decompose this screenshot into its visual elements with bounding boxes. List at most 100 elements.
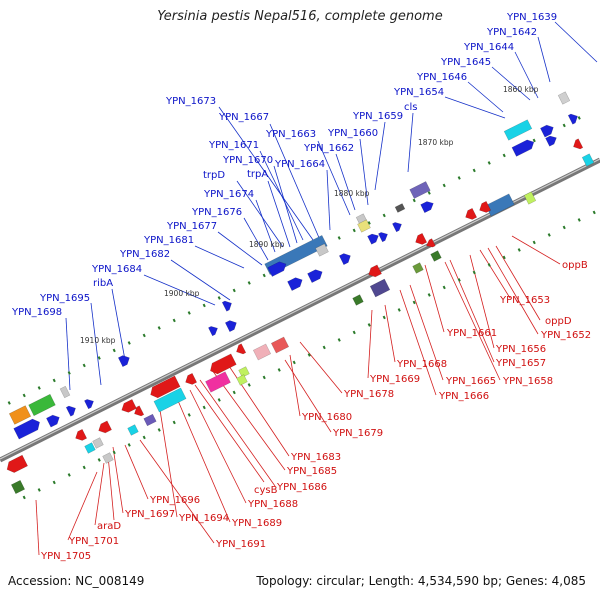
- gene-label[interactable]: YPN_1659: [352, 111, 403, 122]
- gene-label[interactable]: YPN_1696: [149, 495, 200, 506]
- gene-feature[interactable]: [409, 181, 431, 199]
- gene-feature[interactable]: [430, 250, 442, 262]
- gene-feature[interactable]: [102, 452, 114, 464]
- gene-label[interactable]: YPN_1673: [165, 96, 216, 107]
- gene-feature[interactable]: [545, 134, 559, 147]
- gene-feature[interactable]: [117, 353, 131, 368]
- gene-feature[interactable]: [378, 230, 389, 243]
- gene-feature[interactable]: [412, 262, 424, 274]
- gene-feature[interactable]: [352, 294, 364, 306]
- gene-label[interactable]: YPN_1686: [276, 482, 327, 493]
- gene-label[interactable]: YPN_1676: [191, 207, 242, 218]
- gene-label[interactable]: YPN_1642: [486, 27, 537, 38]
- gene-feature[interactable]: [571, 138, 584, 152]
- gene-feature[interactable]: [127, 424, 139, 436]
- gene-label[interactable]: ribA: [93, 278, 113, 289]
- gene-feature[interactable]: [236, 374, 248, 386]
- gene-label[interactable]: YPN_1678: [343, 389, 394, 400]
- gene-feature[interactable]: [8, 405, 32, 425]
- gene-feature[interactable]: [120, 399, 137, 414]
- gene-label[interactable]: YPN_1665: [445, 376, 496, 387]
- gene-label[interactable]: YPN_1674: [203, 189, 254, 200]
- gene-label[interactable]: YPN_1679: [332, 428, 383, 439]
- gene-label[interactable]: YPN_1654: [393, 87, 444, 98]
- gene-feature[interactable]: [96, 420, 112, 435]
- gene-label[interactable]: YPN_1661: [446, 328, 497, 339]
- gene-label[interactable]: YPN_1657: [495, 358, 546, 369]
- gene-feature[interactable]: [540, 123, 555, 138]
- gene-label[interactable]: YPN_1705: [40, 551, 91, 562]
- gene-label[interactable]: YPN_1667: [218, 112, 269, 123]
- gene-label[interactable]: YPN_1688: [247, 499, 298, 510]
- gene-feature[interactable]: [84, 397, 95, 410]
- gene-label[interactable]: YPN_1680: [301, 412, 352, 423]
- gene-label[interactable]: oppB: [562, 260, 588, 271]
- gene-feature[interactable]: [392, 220, 403, 233]
- gene-feature[interactable]: [367, 232, 381, 245]
- gene-feature[interactable]: [238, 366, 250, 378]
- gene-label[interactable]: YPN_1671: [208, 140, 259, 151]
- gene-label[interactable]: YPN_1691: [215, 539, 266, 550]
- gene-feature[interactable]: [369, 278, 391, 298]
- gene-feature[interactable]: [557, 91, 571, 105]
- gene-label[interactable]: YPN_1677: [166, 221, 217, 232]
- gene-feature[interactable]: [463, 207, 478, 221]
- gene-feature[interactable]: [208, 353, 237, 376]
- gene-feature[interactable]: [10, 479, 26, 495]
- gene-label[interactable]: YPN_1670: [222, 155, 273, 166]
- gene-feature[interactable]: [357, 219, 371, 233]
- gene-label[interactable]: oppD: [545, 316, 572, 327]
- gene-feature[interactable]: [59, 385, 71, 399]
- gene-label[interactable]: YPN_1684: [91, 264, 142, 275]
- gene-feature[interactable]: [224, 318, 238, 333]
- gene-label[interactable]: trpD: [203, 170, 225, 181]
- gene-label[interactable]: YPN_1652: [540, 330, 591, 341]
- gene-label[interactable]: YPN_1668: [396, 359, 447, 370]
- gene-label[interactable]: YPN_1646: [416, 72, 467, 83]
- gene-label[interactable]: YPN_1681: [143, 235, 194, 246]
- gene-feature[interactable]: [307, 267, 325, 283]
- gene-label[interactable]: YPN_1697: [124, 509, 175, 520]
- gene-feature[interactable]: [394, 203, 406, 213]
- gene-label[interactable]: YPN_1685: [286, 466, 337, 477]
- gene-feature[interactable]: [28, 393, 56, 417]
- gene-feature[interactable]: [84, 442, 96, 454]
- gene-feature[interactable]: [413, 232, 428, 246]
- gene-label[interactable]: YPN_1689: [231, 518, 282, 529]
- gene-feature[interactable]: [511, 138, 536, 157]
- gene-label[interactable]: YPN_1663: [265, 129, 316, 140]
- gene-feature[interactable]: [183, 372, 198, 386]
- gene-label[interactable]: YPN_1644: [463, 42, 514, 53]
- gene-feature[interactable]: [477, 200, 492, 214]
- gene-feature[interactable]: [46, 413, 61, 428]
- gene-label[interactable]: cls: [404, 102, 418, 113]
- gene-feature[interactable]: [425, 238, 436, 250]
- gene-feature[interactable]: [132, 405, 145, 419]
- gene-feature[interactable]: [65, 404, 78, 417]
- gene-feature[interactable]: [485, 193, 515, 217]
- gene-feature[interactable]: [503, 119, 533, 141]
- gene-label[interactable]: YPN_1658: [502, 376, 553, 387]
- gene-label[interactable]: YPN_1662: [303, 143, 354, 154]
- gene-label[interactable]: YPN_1653: [499, 295, 550, 306]
- gene-label[interactable]: YPN_1669: [369, 374, 420, 385]
- gene-feature[interactable]: [338, 251, 352, 266]
- gene-features[interactable]: [4, 91, 595, 495]
- gene-feature[interactable]: [567, 112, 580, 125]
- gene-label[interactable]: YPN_1664: [274, 159, 325, 170]
- gene-feature[interactable]: [287, 275, 305, 291]
- gene-label[interactable]: YPN_1694: [178, 513, 229, 524]
- gene-feature[interactable]: [523, 191, 537, 205]
- gene-label[interactable]: YPN_1698: [11, 307, 62, 318]
- gene-feature[interactable]: [148, 375, 181, 400]
- gene-feature[interactable]: [205, 371, 231, 393]
- gene-feature[interactable]: [366, 264, 382, 279]
- gene-label[interactable]: YPN_1660: [327, 128, 378, 139]
- gene-label[interactable]: araD: [97, 521, 121, 532]
- gene-feature[interactable]: [92, 437, 104, 449]
- gene-feature[interactable]: [315, 243, 329, 257]
- gene-label[interactable]: YPN_1645: [440, 57, 491, 68]
- gene-feature[interactable]: [73, 428, 88, 442]
- gene-feature[interactable]: [581, 153, 595, 167]
